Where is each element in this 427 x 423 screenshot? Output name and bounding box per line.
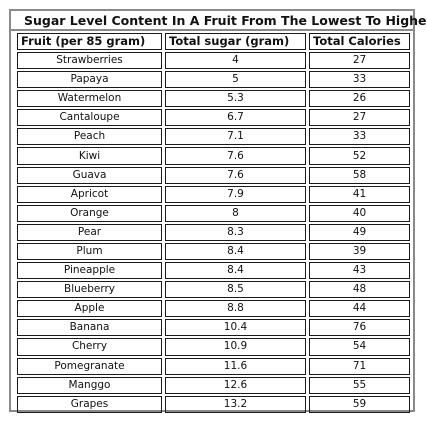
calories-cell: 54 [309,338,410,356]
table-row: Watermelon 5.3 26 [17,90,410,108]
sugar-cell: 8 [165,204,306,222]
calories-cell: 48 [309,281,410,299]
calories-cell: 71 [309,357,410,375]
fruit-cell: Papaya [17,71,162,89]
calories-cell: 27 [309,52,410,70]
table-row: Cantaloupe 6.7 27 [17,109,410,127]
header-total-calories: Total Calories [309,33,410,50]
table-row: Peach 7.1 33 [17,128,410,146]
calories-cell: 49 [309,223,410,241]
table-row: Strawberries 4 27 [17,52,410,70]
sugar-cell: 8.3 [165,223,306,241]
fruit-cell: Kiwi [17,147,162,165]
fruit-cell: Watermelon [17,90,162,108]
calories-cell: 52 [309,147,410,165]
table-row: Kiwi 7.6 52 [17,147,410,165]
table-row: Apricot 7.9 41 [17,185,410,203]
table-row: Apple 8.8 44 [17,300,410,318]
calories-cell: 59 [309,395,410,413]
fruit-cell: Pineapple [17,262,162,280]
sugar-cell: 7.9 [165,185,306,203]
fruit-cell: Plum [17,242,162,261]
calories-cell: 26 [309,90,410,108]
sugar-cell: 5.3 [165,90,306,108]
fruit-cell: Banana [17,319,162,337]
calories-cell: 43 [309,262,410,280]
fruit-cell: Strawberries [17,52,162,70]
fruit-cell: Cantaloupe [17,109,162,127]
calories-cell: 33 [309,71,410,89]
table-row: Orange 8 40 [17,204,410,222]
sugar-cell: 7.6 [165,147,306,165]
calories-cell: 33 [309,128,410,146]
sugar-cell: 7.6 [165,166,306,184]
table-row: Papaya 5 33 [17,71,410,89]
calories-cell: 58 [309,166,410,184]
table-body: Strawberries 4 27 Papaya 5 33 Watermelon 5.3 26 C… [17,52,410,413]
calories-cell: 41 [309,185,410,203]
fruit-cell: Orange [17,204,162,222]
sugar-cell: 8.4 [165,242,306,261]
table-row: Cherry 10.9 54 [17,338,410,356]
table-row: Banana 10.4 76 [17,319,410,337]
table-row: Guava 7.6 58 [17,166,410,184]
table-row: Pear 8.3 49 [17,223,410,241]
table-row: Plum 8.4 39 [17,242,410,261]
fruit-cell: Grapes [17,395,162,413]
sugar-table: Fruit (per 85 gram) Total sugar (gram) T… [14,31,413,415]
table-row: Pineapple 8.4 43 [17,262,410,280]
calories-cell: 55 [309,376,410,394]
header-fruit: Fruit (per 85 gram) [17,33,162,50]
table-row: Blueberry 8.5 48 [17,281,410,299]
fruit-cell: Peach [17,128,162,146]
calories-cell: 76 [309,319,410,337]
header-total-sugar: Total sugar (gram) [165,33,306,50]
fruit-cell: Pomegranate [17,357,162,375]
fruit-cell: Blueberry [17,281,162,299]
table-row: Grapes 13.2 59 [17,395,410,413]
sugar-cell: 10.9 [165,338,306,356]
sugar-cell: 4 [165,52,306,70]
sugar-cell: 6.7 [165,109,306,127]
header-row: Fruit (per 85 gram) Total sugar (gram) T… [17,33,410,50]
sugar-cell: 13.2 [165,395,306,413]
sugar-cell: 7.1 [165,128,306,146]
table-title: Sugar Level Content In A Fruit From The … [11,11,427,31]
table-row: Pomegranate 11.6 71 [17,357,410,375]
table-row: Manggo 12.6 55 [17,376,410,394]
calories-cell: 44 [309,300,410,318]
calories-cell: 27 [309,109,410,127]
fruit-cell: Manggo [17,376,162,394]
sugar-table-frame: Sugar Level Content In A Fruit From The … [9,9,427,415]
sugar-cell: 8.5 [165,281,306,299]
fruit-cell: Apricot [17,185,162,203]
fruit-cell: Guava [17,166,162,184]
sugar-cell: 8.8 [165,300,306,318]
fruit-cell: Cherry [17,338,162,356]
sugar-cell: 12.6 [165,376,306,394]
sugar-cell: 5 [165,71,306,89]
fruit-cell: Apple [17,300,162,318]
fruit-cell: Pear [17,223,162,241]
sugar-cell: 8.4 [165,262,306,280]
calories-cell: 39 [309,242,410,261]
calories-cell: 40 [309,204,410,222]
sugar-cell: 11.6 [165,357,306,375]
sugar-cell: 10.4 [165,319,306,337]
